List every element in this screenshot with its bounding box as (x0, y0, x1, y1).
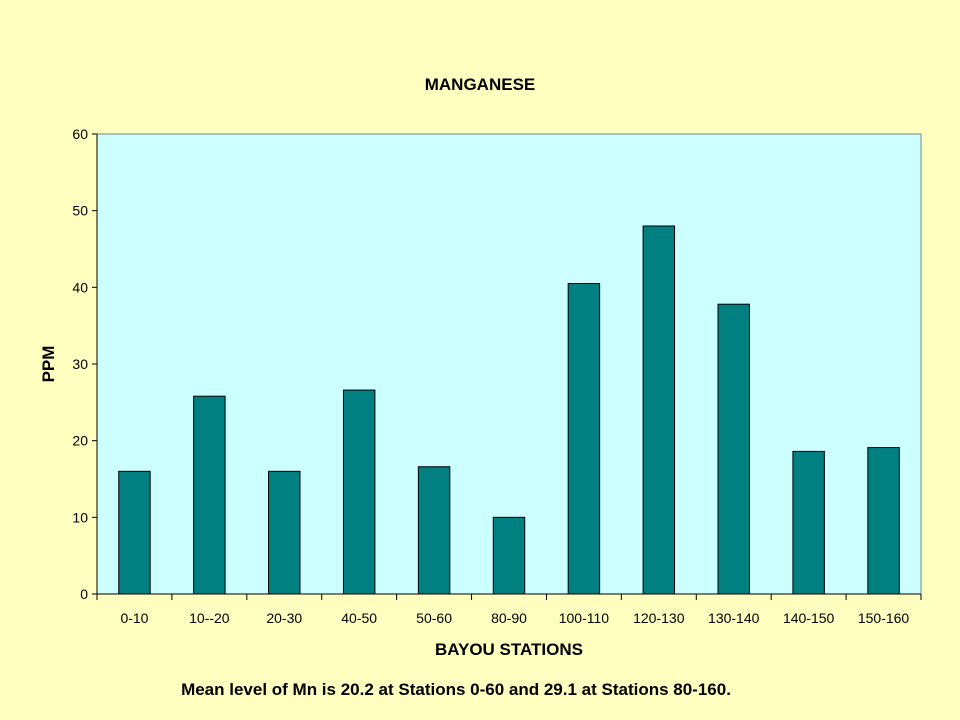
x-axis-ticks: 0-10 10--20 20-30 40-50 50-60 80-90 100-110 120… (96, 594, 922, 626)
y-tick-label: 60 (72, 126, 88, 142)
chart: MANGANESE 0 10 20 30 40 50 60 0-10 10--20 20-30 4… (39, 75, 922, 659)
bar-0-10 (118, 470, 151, 595)
x-tick-label: 40-50 (341, 610, 377, 626)
bar-10--20 (193, 395, 226, 595)
bars (118, 225, 900, 595)
x-tick-label: 10--20 (189, 610, 230, 626)
chart-title: MANGANESE (425, 75, 536, 94)
x-tick-label: 140-150 (783, 610, 835, 626)
bar-130-140 (717, 303, 750, 595)
x-tick-label: 150-160 (858, 610, 910, 626)
y-tick-label: 0 (80, 586, 88, 602)
bar-120-130 (642, 225, 676, 595)
bar-40-50 (342, 389, 376, 595)
bar-80-90 (492, 516, 526, 595)
x-tick-label: 50-60 (416, 610, 452, 626)
bar-150-160 (867, 447, 900, 595)
x-tick-label: 80-90 (491, 610, 527, 626)
x-tick-label: 0-10 (120, 610, 148, 626)
x-tick-label: 20-30 (266, 610, 302, 626)
x-tick-label: 100-110 (559, 610, 610, 626)
y-axis-ticks: 0 10 20 30 40 50 60 (72, 126, 97, 602)
bar-20-30 (268, 470, 301, 595)
x-axis-label: BAYOU STATIONS (435, 640, 583, 659)
y-tick-label: 20 (72, 433, 88, 449)
y-tick-label: 10 (72, 509, 88, 525)
x-tick-label: 120-130 (633, 610, 685, 626)
bar-140-150 (792, 450, 825, 595)
bar-50-60 (417, 466, 451, 595)
y-tick-label: 30 (72, 356, 88, 372)
bar-100-110 (567, 283, 601, 595)
y-tick-label: 40 (72, 279, 88, 295)
y-tick-label: 50 (72, 203, 88, 219)
x-tick-label: 130-140 (708, 610, 760, 626)
y-axis-label: PPM (39, 346, 58, 383)
caption: Mean level of Mn is 20.2 at Stations 0-6… (181, 680, 731, 699)
